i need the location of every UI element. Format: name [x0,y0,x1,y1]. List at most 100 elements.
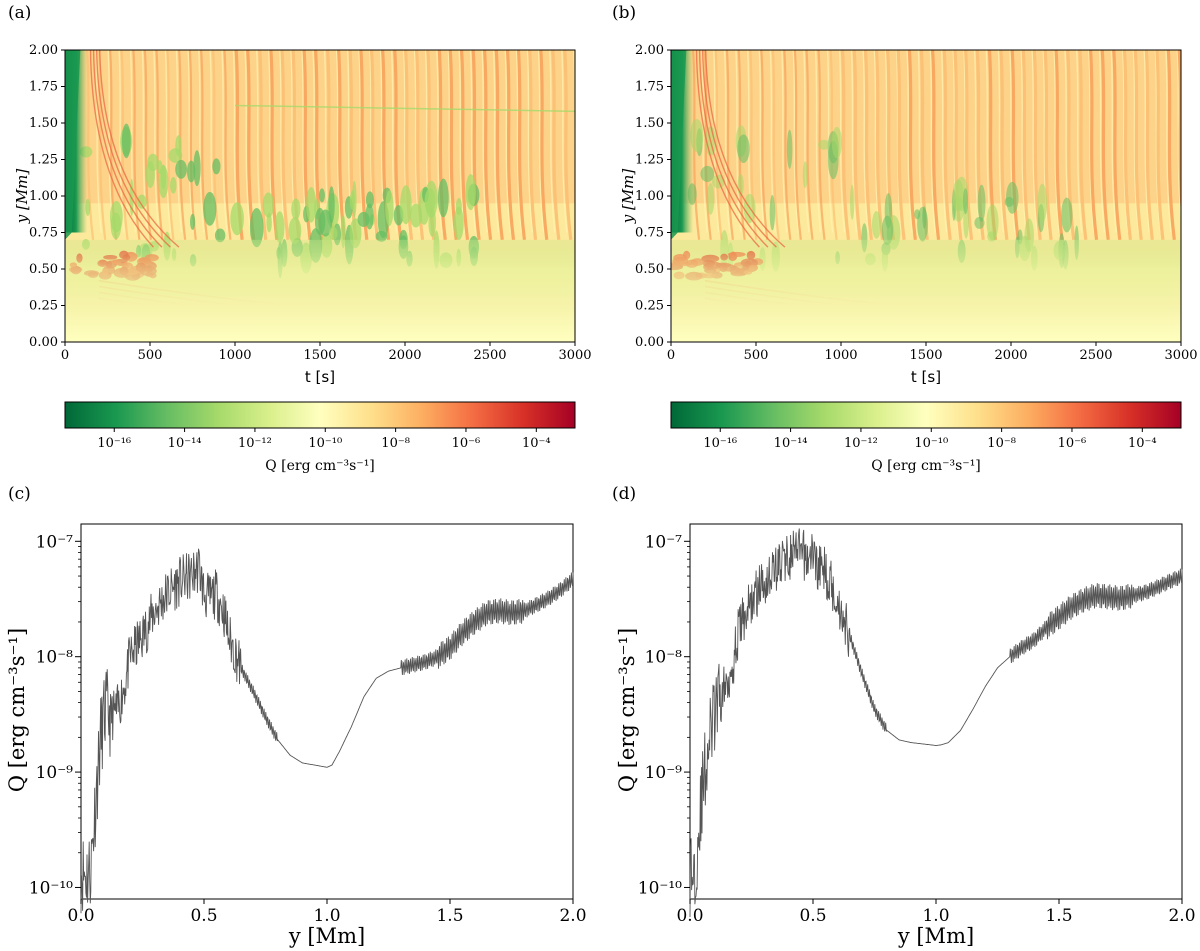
heatmap-a [65,50,575,342]
y-tick-label: 1.75 [29,80,58,95]
heatmap-bottom-fade [65,50,575,342]
panel-label-a: (a) [8,3,31,23]
x-tick-label: 0.0 [676,906,703,926]
heatmap-shock-arc [704,50,786,248]
y-tick-label: 0.50 [635,262,664,277]
colorbar-tick-label: 10⁻⁶ [1058,436,1087,451]
y-tick-label: 0.75 [635,226,664,241]
y-tick-label: 10⁻⁷ [36,532,74,552]
colorbar-b [670,401,1182,429]
panel-label-b: (b) [612,3,636,23]
lineplot-d-ylabel: Q [erg cm⁻³s⁻¹] [615,628,639,792]
y-tick-label: 0.25 [29,299,58,314]
lineplot-c-xlabel: y [Mm] [288,924,365,948]
lineplot-c [80,548,574,914]
lineplot-c-ylabel: Q [erg cm⁻³s⁻¹] [5,628,29,792]
heatmap-horizontal-feature [234,104,575,113]
heatmap-shock-arc [95,50,171,248]
heatmap-a-axes: 0 500 1000 1500 2000 2500 3000 0.00 0.25 0.50 0.75… [29,43,592,363]
x-tick-label: 2.0 [559,906,586,926]
colorbar-tick-label: 10⁻¹⁴ [774,436,808,451]
x-tick-label: 0 [61,348,69,363]
y-tick-label: 0.00 [635,335,664,350]
colorbar-a [64,401,576,429]
heatmap-shock-arc [698,50,769,248]
x-tick-label: 2000 [994,348,1027,363]
x-tick-label: 1.5 [436,906,463,926]
x-tick-label: 1500 [909,348,942,363]
x-tick-label: 3000 [558,348,591,363]
y-tick-label: 2.00 [635,43,664,58]
heatmap-shock-arc [98,50,180,248]
x-tick-label: 2000 [388,348,421,363]
x-tick-label: 2500 [473,348,506,363]
y-tick-label: 1.25 [635,153,664,168]
heatmap-bottom-fade [671,50,1181,342]
colorbar-tick-label: 10⁻¹⁶ [703,436,737,451]
colorbar-tick-label: 10⁻⁸ [381,436,410,451]
lineplot-d-xlabel: y [Mm] [897,924,974,948]
colorbar-tick-label: 10⁻⁸ [987,436,1016,451]
colorbar-tick-label: 10⁻⁶ [452,436,481,451]
x-tick-label: 500 [744,348,769,363]
y-tick-label: 1.00 [29,189,58,204]
x-tick-label: 1.0 [922,906,949,926]
colorbar-tick-label: 10⁻¹⁰ [308,436,342,451]
heatmap-cold-wedge [65,50,81,240]
colorbar-b-label: Q [erg cm⁻³s⁻¹] [871,458,981,474]
x-tick-label: 0 [667,348,675,363]
y-tick-label: 1.25 [29,153,58,168]
colorbar-a-ticks: 10⁻¹⁶ 10⁻¹⁴ 10⁻¹² 10⁻¹⁰ 10⁻⁸ 10⁻⁶ 10⁻⁴ [97,428,551,451]
heatmap-a-xlabel: t [s] [305,368,335,386]
x-tick-label: 0.0 [67,906,94,926]
y-tick-label: 0.75 [29,226,58,241]
x-tick-label: 1000 [824,348,857,363]
q-profile-line [689,528,1183,918]
colorbar-a-label: Q [erg cm⁻³s⁻¹] [265,458,375,474]
colorbar-tick-label: 10⁻¹² [238,436,272,451]
x-tick-label: 0.5 [190,906,217,926]
colorbar-tick-label: 10⁻¹⁰ [914,436,948,451]
lineplot-d-axes: 0.0 0.5 1.0 1.5 2.0 10⁻¹⁰ 10⁻⁹ 10⁻⁸ 10⁻⁷ [638,532,1196,926]
x-tick-label: 1000 [218,348,251,363]
y-tick-label: 10⁻⁸ [645,648,683,668]
q-profile-line [80,548,574,914]
y-tick-label: 2.00 [29,43,58,58]
heatmap-streak-light [1188,50,1193,233]
heatmap-shock-arc [92,50,163,248]
heatmap-b [671,50,1193,342]
colorbar-tick-label: 10⁻¹² [844,436,878,451]
x-tick-label: 0.5 [799,906,826,926]
y-tick-label: 1.75 [635,80,664,95]
x-tick-label: 1.0 [313,906,340,926]
colorbar-tick-label: 10⁻¹⁶ [97,436,131,451]
heatmap-shock-arc [89,50,154,248]
heatmap-shock-arc [695,50,760,248]
lineplot-c-axes: 0.0 0.5 1.0 1.5 2.0 10⁻¹⁰ 10⁻⁹ 10⁻⁸ 10⁻⁷ [29,532,587,926]
lineplot-d-frame [689,523,1183,900]
heatmap-b-axes: 0 500 1000 1500 2000 2500 3000 0.00 0.25 0.50 0.75… [635,43,1198,363]
heatmap-a-ylabel: y [Mm] [13,169,31,225]
heatmap-shock-arc [701,50,777,248]
x-tick-label: 2500 [1079,348,1112,363]
y-tick-label: 10⁻⁹ [645,763,683,783]
y-tick-label: 0.50 [29,262,58,277]
y-tick-label: 10⁻⁷ [645,532,683,552]
x-tick-label: 1500 [303,348,336,363]
x-tick-label: 500 [138,348,163,363]
heatmap-cold-wedge [671,50,687,240]
colorbar-tick-label: 10⁻¹⁴ [168,436,202,451]
x-tick-label: 1.5 [1045,906,1072,926]
y-tick-label: 10⁻⁸ [36,648,74,668]
y-tick-label: 0.00 [29,335,58,350]
colorbar-tick-label: 10⁻⁴ [1128,436,1157,451]
lineplot-d [689,528,1183,918]
heatmap-b-xlabel: t [s] [911,368,941,386]
y-tick-label: 10⁻¹⁰ [29,878,73,898]
x-tick-label: 3000 [1164,348,1197,363]
y-tick-label: 1.50 [635,116,664,131]
colorbar-tick-label: 10⁻⁴ [522,436,551,451]
colorbar-b-ticks: 10⁻¹⁶ 10⁻¹⁴ 10⁻¹² 10⁻¹⁰ 10⁻⁸ 10⁻⁶ 10⁻⁴ [703,428,1157,451]
panel-label-c: (c) [8,484,31,504]
